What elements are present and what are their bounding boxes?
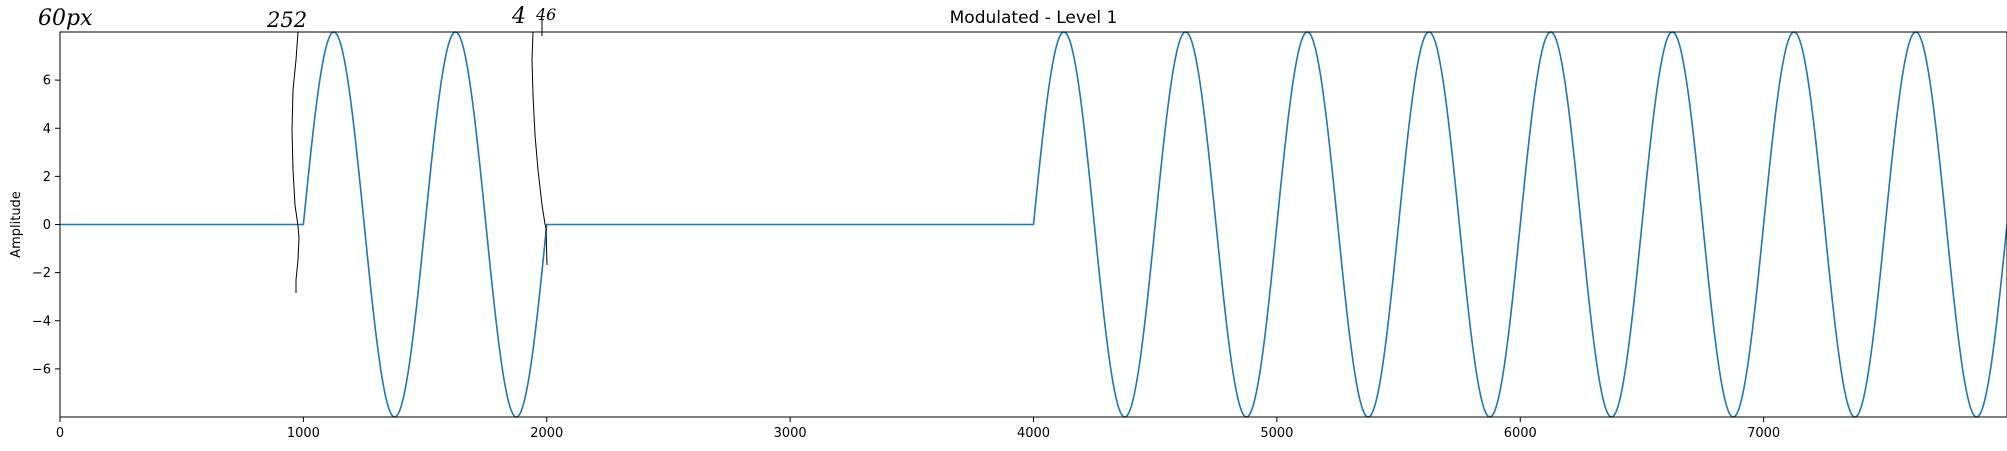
plot-area: 0 1000 2000 3000 4000 5000 6000 7000 −6 −4 −2 0 2 4 6 bbox=[32, 31, 2007, 441]
y-tick-label: −4 bbox=[32, 314, 51, 329]
annotation-46: 46 bbox=[535, 5, 556, 24]
chart-title: Modulated - Level 1 bbox=[950, 8, 1118, 28]
y-tick-label: −2 bbox=[32, 266, 51, 281]
handwritten-marker-line bbox=[291, 31, 300, 293]
handwritten-annotations: 60px 252 4 46 bbox=[38, 4, 556, 293]
y-tick-label: 4 bbox=[43, 122, 51, 137]
y-tick-label: 2 bbox=[43, 170, 51, 185]
y-tick-label: 6 bbox=[43, 74, 51, 89]
handwritten-marker-line bbox=[531, 31, 548, 266]
x-tick-label: 1000 bbox=[287, 426, 320, 441]
x-tick-label: 3000 bbox=[774, 426, 807, 441]
x-tick-label: 2000 bbox=[530, 426, 563, 441]
x-tick-label: 4000 bbox=[1017, 426, 1050, 441]
x-tick-label: 7000 bbox=[1747, 426, 1780, 441]
y-tick-label: 0 bbox=[43, 218, 51, 233]
annotation-252: 252 bbox=[266, 8, 307, 32]
x-tick-label: 5000 bbox=[1260, 426, 1293, 441]
series-line bbox=[60, 31, 2007, 418]
x-tick-label: 6000 bbox=[1504, 426, 1537, 441]
annotation-60px: 60px bbox=[38, 6, 93, 31]
y-axis-label: Amplitude bbox=[9, 191, 24, 258]
x-tick-label: 0 bbox=[56, 426, 64, 441]
annotation-4: 4 bbox=[511, 4, 526, 29]
y-tick-label: −6 bbox=[32, 362, 51, 377]
